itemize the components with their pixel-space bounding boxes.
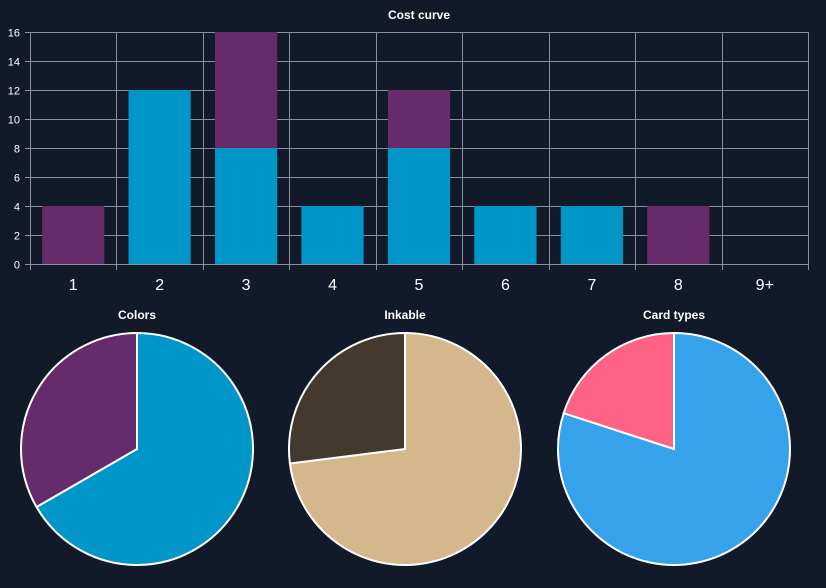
- y-tick-label: 10: [8, 115, 20, 127]
- x-tick-label: 4: [328, 277, 337, 294]
- x-tick-label: 6: [501, 277, 510, 294]
- x-tick-label: 1: [69, 277, 78, 294]
- bar-segment: [215, 148, 278, 264]
- x-tick-label: 7: [587, 277, 596, 294]
- x-tick-label: 9+: [756, 277, 774, 294]
- pie-slice: [557, 331, 791, 566]
- y-tick-label: 2: [14, 231, 20, 243]
- bar-segment: [387, 148, 451, 264]
- bar-segment: [387, 90, 451, 148]
- y-tick-label: 6: [14, 173, 20, 185]
- x-tick-label: 3: [242, 277, 251, 294]
- pie-slice: [19, 331, 138, 509]
- bar-segment: [301, 206, 364, 264]
- y-tick-label: 14: [8, 57, 20, 69]
- y-tick-label: 16: [8, 28, 20, 40]
- pie-card-types-title: Card types: [643, 308, 705, 322]
- bar-chart-title: Cost curve: [388, 8, 450, 22]
- pie-colors: [19, 331, 254, 566]
- pie-card-types: [557, 331, 791, 566]
- bar-marks: [42, 32, 710, 264]
- pie-colors-title: Colors: [118, 308, 156, 322]
- bar-segment: [560, 206, 623, 264]
- bar-segment: [647, 206, 710, 264]
- pie-inkable-title: Inkable: [384, 308, 426, 322]
- y-tick-label: 8: [14, 144, 20, 156]
- pie-slice: [35, 331, 254, 566]
- bar-segment: [42, 206, 105, 264]
- x-tick-label: 2: [155, 277, 164, 294]
- bar-segment: [474, 206, 537, 264]
- bar-y-ticks: 0 2 4 6 8 10 12 14 16: [8, 28, 20, 272]
- y-tick-label: 4: [14, 202, 20, 214]
- bar-x-ticks: 1 2 3 4 5 6 7 8 9+: [69, 277, 774, 294]
- pie-inkable: [288, 331, 522, 566]
- y-tick-label: 0: [14, 260, 20, 272]
- y-tick-label: 12: [8, 86, 20, 98]
- pie-slice: [562, 331, 675, 451]
- pie-slice: [288, 331, 406, 465]
- bar-segment: [128, 90, 191, 264]
- x-tick-label: 8: [674, 277, 683, 294]
- x-tick-label: 5: [415, 277, 424, 294]
- bar-segment: [215, 32, 278, 148]
